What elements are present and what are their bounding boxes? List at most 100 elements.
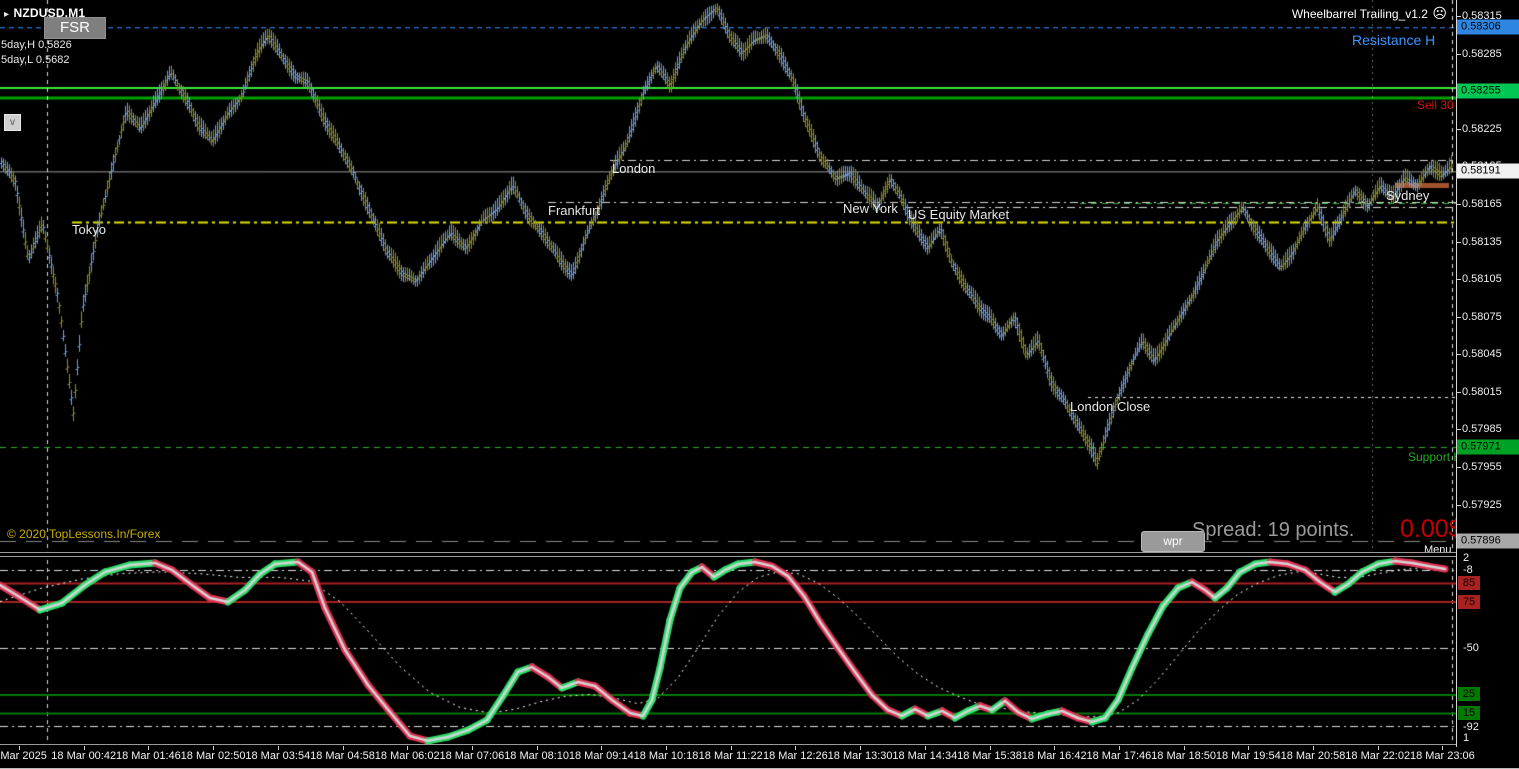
price-tick-label: 0.58075 bbox=[1462, 310, 1502, 323]
price-tick-label: 0.58015 bbox=[1462, 385, 1502, 398]
price-badge-0.58191: 0.58191 bbox=[1457, 163, 1519, 179]
price-tick-mark bbox=[1457, 429, 1461, 431]
indicator-tick-label: 2 bbox=[1463, 552, 1470, 564]
time-tick-mark bbox=[1183, 746, 1185, 750]
time-tick-mark bbox=[148, 746, 150, 750]
time-tick-mark bbox=[666, 746, 667, 750]
time-tick-mark bbox=[1118, 746, 1120, 750]
annotation-tokyo: Tokyo bbox=[72, 222, 106, 237]
annotation-support-h1: Support H1 bbox=[1408, 450, 1469, 464]
indicator-level-badge: 15 bbox=[1457, 705, 1481, 721]
price-tick-mark bbox=[1457, 391, 1461, 393]
price-tick-label: 0.57925 bbox=[1462, 498, 1502, 511]
time-tick-label: 18 Mar 06:02 bbox=[374, 750, 440, 762]
time-tick-label: 18 Mar 08:10 bbox=[504, 750, 570, 762]
time-tick-label: 18 Mar 17:46 bbox=[1086, 750, 1152, 762]
time-tick-mark bbox=[536, 746, 538, 750]
time-tick-label: 18 Mar 10:18 bbox=[633, 750, 699, 762]
chart-canvas[interactable] bbox=[0, 0, 1456, 746]
price-tick-mark bbox=[1457, 467, 1461, 469]
price-tick-label: 0.57955 bbox=[1462, 461, 1502, 474]
time-tick-label: 18 Mar 22:02 bbox=[1345, 750, 1411, 762]
time-tick-mark bbox=[924, 746, 926, 750]
time-tick-label: 18 Mar 09:14 bbox=[568, 750, 634, 762]
indicator-tick-label: -92 bbox=[1463, 721, 1479, 733]
time-tick-label: 18 Mar 16:42 bbox=[1021, 750, 1087, 762]
wpr-button[interactable]: wpr bbox=[1141, 531, 1205, 552]
time-tick-mark bbox=[1377, 746, 1379, 750]
price-tick-label: 0.58315 bbox=[1462, 10, 1502, 22]
time-tick-label: 18 Mar 23:06 bbox=[1409, 750, 1475, 762]
indicator-level-badge: 85 bbox=[1457, 575, 1481, 591]
price-tick-label: 0.58105 bbox=[1462, 273, 1502, 286]
time-tick-mark bbox=[601, 746, 603, 750]
price-tick-label: 0.58135 bbox=[1462, 235, 1502, 248]
time-tick-mark bbox=[1248, 746, 1250, 750]
time-tick-label: 18 Mar 00:42 bbox=[51, 750, 117, 762]
annotation-london: London bbox=[612, 161, 656, 176]
price-tick-label: 0.58165 bbox=[1462, 197, 1502, 210]
price-tick-mark bbox=[1457, 203, 1461, 205]
price-tick-mark bbox=[1457, 53, 1461, 55]
time-tick-mark bbox=[989, 746, 991, 750]
five-day-low-label: 5day,L 0.5682 bbox=[1, 54, 70, 66]
sad-face-icon[interactable]: ☹ bbox=[1432, 5, 1447, 21]
annotation-london-close: London Close bbox=[1070, 399, 1151, 414]
symbol-period-label: NZDUSD,M1 bbox=[13, 6, 86, 20]
time-tick-label: 18 Mar 07:06 bbox=[439, 750, 505, 762]
annotation-resistance-h: Resistance H bbox=[1352, 32, 1436, 48]
time-tick-mark bbox=[1442, 746, 1444, 750]
annotation-sydney: Sydney bbox=[1386, 188, 1430, 203]
fsr-button[interactable]: FSR bbox=[44, 17, 106, 39]
price-tick-label: 0.58045 bbox=[1462, 348, 1502, 361]
object-anchor-marker[interactable]: v bbox=[4, 114, 21, 131]
annotation-new-york: New York bbox=[843, 201, 898, 216]
time-tick-label: 18 Mar 02:50 bbox=[180, 750, 246, 762]
price-badge-0.58306: 0.58306 bbox=[1457, 19, 1519, 35]
time-tick-label: 18 Mar 15:38 bbox=[957, 750, 1022, 762]
time-tick-mark bbox=[1054, 746, 1056, 750]
time-tick-mark bbox=[471, 746, 473, 750]
copyright-label: © 2020 TopLessons.In/Forex bbox=[7, 527, 161, 541]
spread-label: Spread: 19 points. bbox=[1192, 519, 1355, 541]
price-tick-label: 0.57985 bbox=[1462, 423, 1502, 436]
time-tick-mark bbox=[83, 746, 85, 750]
time-tick-label: 18 Mar 19:54 bbox=[1215, 750, 1281, 762]
time-tick-mark bbox=[213, 746, 215, 750]
time-tick-mark bbox=[277, 746, 279, 750]
indicator-title: Wheelbarrel Trailing_v1.2 bbox=[1291, 7, 1428, 21]
time-tick-label: 18 Mar 04:58 bbox=[310, 750, 375, 762]
indicator-tick-label: -8 bbox=[1463, 564, 1473, 576]
price-tick-mark bbox=[1457, 128, 1461, 130]
panel-separator-bottom[interactable] bbox=[0, 744, 1519, 747]
price-badge-0.57896: 0.57896 bbox=[1457, 533, 1519, 549]
time-tick-mark bbox=[407, 746, 409, 750]
price-tick-label: 0.58225 bbox=[1462, 122, 1502, 135]
price-axis[interactable]: 0.583150.582850.582550.582250.581950.581… bbox=[1456, 0, 1519, 769]
time-tick-mark bbox=[342, 746, 344, 750]
time-tick-label: 18 Mar 20:58 bbox=[1280, 750, 1346, 762]
symbol-row: ▸ NZDUSD,M1 bbox=[4, 4, 85, 22]
time-tick-mark bbox=[1313, 746, 1314, 750]
indicator-level-badge: 25 bbox=[1457, 686, 1481, 702]
price-tick-label: 0.58285 bbox=[1462, 47, 1502, 60]
price-badge-0.58255: 0.58255 bbox=[1457, 83, 1519, 99]
price-tick-mark bbox=[1457, 504, 1461, 506]
time-tick-mark bbox=[795, 746, 797, 750]
annotation-us-equity-market: US Equity Market bbox=[908, 207, 1010, 222]
annotation-sell-30: Sell 30 bbox=[1417, 98, 1454, 112]
price-tick-mark bbox=[1457, 316, 1461, 318]
chart-cursor-icon: ▸ bbox=[4, 9, 10, 20]
indicator-tick-label: -50 bbox=[1463, 642, 1479, 654]
panel-separator-top[interactable] bbox=[0, 552, 1519, 557]
five-day-high-label: 5day,H 0.5826 bbox=[1, 39, 72, 51]
annotation-frankfurt: Frankfurt bbox=[548, 203, 601, 218]
profit-label: 0.00$ bbox=[1400, 515, 1463, 543]
indicator-title-row: Wheelbarrel Trailing_v1.2 ☹ bbox=[1292, 5, 1447, 23]
indicator-tick-label: 1 bbox=[1463, 732, 1470, 744]
indicator-level-badge: 75 bbox=[1457, 594, 1481, 610]
price-badge-0.57971: 0.57971 bbox=[1457, 439, 1519, 455]
price-tick-mark bbox=[1457, 279, 1461, 281]
